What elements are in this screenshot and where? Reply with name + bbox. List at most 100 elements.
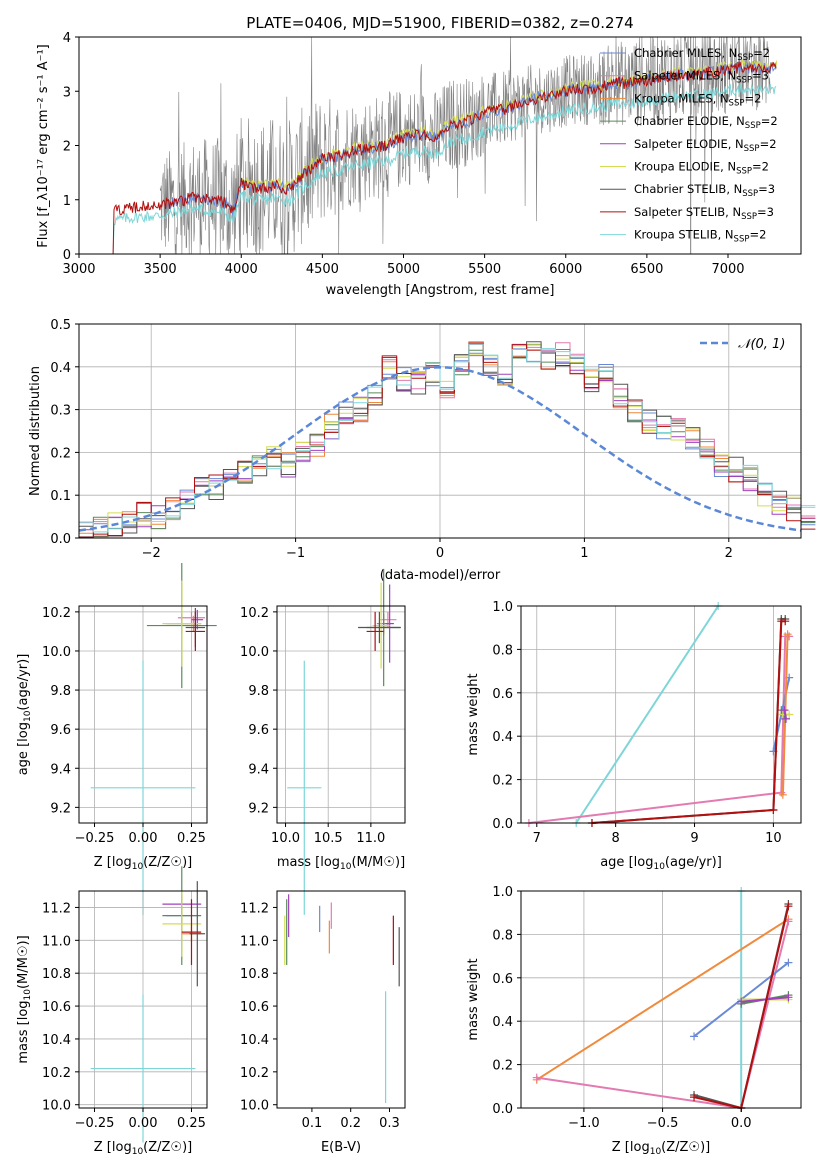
data-point <box>784 902 793 911</box>
mass_vs_Z-panel: −0.25 0.00 0.25 10.0 10.2 10.4 10.6 10.8 11.0 11.… <box>16 866 208 1157</box>
weight-line <box>575 605 720 824</box>
x-tick-label: 5000 <box>387 262 420 277</box>
model-spectrum-line <box>112 61 777 255</box>
legend-label: Kroupa ELODIE, NSSP=2 <box>634 160 769 177</box>
model-spectrum-line <box>112 83 777 255</box>
model-spectra <box>112 59 778 255</box>
histogram-step <box>78 341 816 538</box>
x-tick-label: −0.25 <box>75 1116 115 1131</box>
y-tick-label: 4 <box>63 31 71 46</box>
y-tick-label: 0.6 <box>492 972 513 987</box>
y-tick-label: 0.4 <box>492 730 513 745</box>
y-tick-label: 9.2 <box>248 801 269 816</box>
x-tick-label: −1 <box>286 546 305 561</box>
data-point <box>690 1032 699 1041</box>
panel-frame <box>520 605 802 824</box>
y-tick-label: 0.0 <box>492 817 513 832</box>
y-tick-label: 11.2 <box>240 901 269 916</box>
x-tick-label: 0.00 <box>129 1116 158 1131</box>
x-tick-label: 0.25 <box>177 831 206 846</box>
small-panels: −0.25 0.00 0.25 9.2 9.4 9.6 9.8 10.0 10.2 Z [log1… <box>16 562 802 1157</box>
normal-curve-line <box>78 366 802 532</box>
x-tick-label: 0.25 <box>177 1116 206 1131</box>
weight-line <box>536 918 789 1081</box>
histogram-legend: 𝒩(0, 1) <box>700 337 785 352</box>
legend-label: Salpeter STELIB, NSSP=3 <box>634 205 774 222</box>
data-point <box>778 790 787 799</box>
y-tick-label: 0.0 <box>492 1102 513 1117</box>
y-tick-label: 9.6 <box>248 723 269 738</box>
y-tick-label: 0.4 <box>50 361 71 376</box>
x-tick-label: 0.3 <box>379 1116 400 1131</box>
x-tick-label: 0.2 <box>340 1116 361 1131</box>
y-tick-label: 10.8 <box>42 967 71 982</box>
y-tick-label: 9.4 <box>248 762 269 777</box>
panel-frame <box>276 605 406 824</box>
y-tick-label: 9.8 <box>248 684 269 699</box>
y-tick-label: 10.2 <box>42 1066 71 1081</box>
weight-line <box>741 996 789 1003</box>
x-axis-label: Z [log10(Z/Z☉)] <box>94 855 192 872</box>
mass_vs_ebv-panel: 0.1 0.2 0.3 10.0 10.2 10.4 10.6 10.8 11.0 11.2 E(B… <box>240 890 406 1155</box>
y-tick-label: 0.8 <box>492 643 513 658</box>
x-tick-label: 9 <box>690 831 698 846</box>
x-axis-label: E(B-V) <box>321 1140 361 1155</box>
x-axis-label: mass [log10(M/M☉)] <box>277 855 405 872</box>
legend-label: Kroupa STELIB, NSSP=2 <box>634 228 766 245</box>
x-tick-label: 0.0 <box>731 1116 752 1131</box>
spectrum-panel: PLATE=0406, MJD=51900, FIBERID=0382, z=0… <box>36 14 802 298</box>
legend-label: Chabrier ELODIE, NSSP=2 <box>634 114 778 131</box>
data-point <box>769 805 778 814</box>
y-tick-label: 0.2 <box>492 1059 513 1074</box>
y-tick-label: 10.0 <box>42 645 71 660</box>
y-tick-label: 0.0 <box>50 532 71 547</box>
y-tick-label: 1.0 <box>492 885 513 900</box>
y-tick-label: 0 <box>63 248 71 263</box>
data-point <box>780 706 789 715</box>
x-tick-label: 11.0 <box>356 831 385 846</box>
x-tick-label: −1.0 <box>568 1116 600 1131</box>
histogram-step <box>78 348 816 538</box>
x-tick-label: 7000 <box>711 262 744 277</box>
data-point <box>737 997 746 1006</box>
spectrum-xlabel: wavelength [Angstrom, rest frame] <box>326 283 555 298</box>
y-tick-label: 11.2 <box>42 901 71 916</box>
normal-curve <box>78 366 802 532</box>
histogram-panel: −2 −1 0 1 2 0.0 0.1 0.2 0.3 0.4 0.5 𝒩(0, 1) (data-… <box>28 318 816 583</box>
data-point <box>784 958 793 967</box>
histogram-step <box>78 343 816 538</box>
x-tick-label: 10.5 <box>314 831 343 846</box>
y-tick-label: 9.2 <box>50 801 71 816</box>
x-tick-label: 10.0 <box>271 831 300 846</box>
age_vs_Z-panel: −0.25 0.00 0.25 9.2 9.4 9.6 9.8 10.0 10.2 Z [log1… <box>16 562 217 915</box>
y-tick-label: 0.3 <box>50 404 71 419</box>
x-tick-label: 6500 <box>630 262 663 277</box>
panel-frame <box>276 890 406 1109</box>
x-tick-label: 4500 <box>306 262 339 277</box>
x-tick-label: −0.5 <box>647 1116 679 1131</box>
x-tick-label: 1 <box>580 546 588 561</box>
histogram-xlabel: (data-model)/error <box>380 568 501 583</box>
x-tick-label: 3500 <box>144 262 177 277</box>
y-tick-label: 10.6 <box>42 1000 71 1015</box>
y-tick-label: 10.2 <box>240 606 269 621</box>
y-axis-label: mass [log10(M/M☉)] <box>16 935 33 1063</box>
age_vs_mass-panel: 10.0 10.5 11.0 9.2 9.4 9.6 9.8 10.0 10.2 mass [lo… <box>240 568 406 915</box>
y-tick-label: 1 <box>63 194 71 209</box>
y-axis-label: mass weight <box>466 958 481 1040</box>
spectrum-axes: 3000 3500 4000 4500 5000 5500 6000 6500 7000 0 1 2 3… <box>62 31 744 277</box>
data-point <box>532 1073 541 1082</box>
legend-label: Chabrier STELIB, NSSP=3 <box>634 182 775 199</box>
y-tick-label: 2 <box>63 140 71 155</box>
legend-label: Salpeter ELODIE, NSSP=2 <box>634 137 777 154</box>
data-point <box>783 630 792 639</box>
weight-line <box>528 635 790 824</box>
y-tick-label: 10.8 <box>240 967 269 982</box>
x-tick-label: 0 <box>436 546 444 561</box>
y-tick-label: 0.8 <box>492 928 513 943</box>
x-tick-label: 2 <box>725 546 733 561</box>
normal-legend-label: 𝒩(0, 1) <box>738 337 785 352</box>
y-axis-label: mass weight <box>466 673 481 755</box>
histogram-ylabel: Normed distribution <box>28 366 43 496</box>
